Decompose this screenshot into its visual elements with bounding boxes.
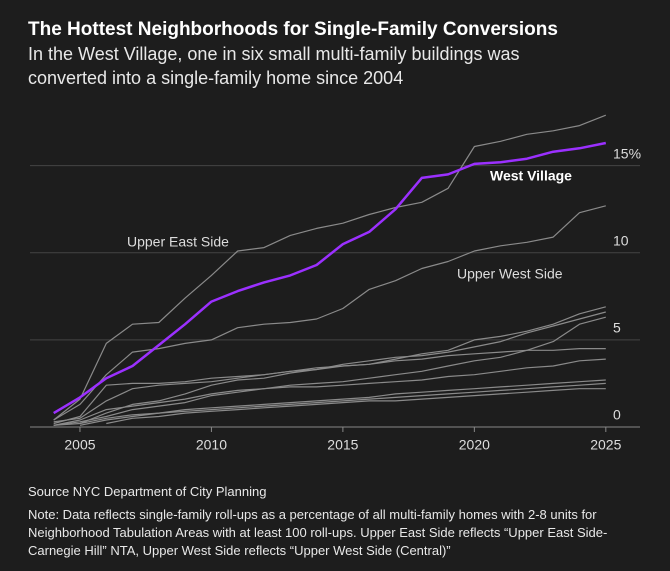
series-label: Upper West Side [457,266,563,282]
series-line [53,348,606,425]
series-line [53,316,606,426]
y-tick-label: 15% [613,145,641,161]
note: Note: Data reflects single-family roll-u… [28,507,608,558]
y-tick-label: 10 [613,232,629,248]
chart-subtitle: In the West Village, one in six small mu… [28,44,520,88]
series-line [53,358,606,426]
x-tick-label: 2020 [459,437,490,453]
chart-title: The Hottest Neighborhoods for Single-Fam… [28,19,558,40]
y-tick-label: 0 [613,407,621,423]
x-tick-label: 2005 [64,437,95,453]
y-tick-label: 5 [613,320,621,336]
series-line [53,141,607,415]
series-line [53,114,607,421]
x-tick-label: 2015 [327,437,358,453]
series-line [53,205,606,421]
series-label: Upper East Side [127,234,229,250]
x-tick-label: 2010 [196,437,227,453]
source: Source NYC Department of City Planning [28,484,267,499]
series-line [53,382,606,426]
series-line [79,311,606,425]
series-label: West Village [490,168,572,184]
series-line [53,306,606,423]
chart: 0 5 10 15% 2005 2010 2015 2020 2025 Upper West Si… [30,114,641,453]
series-line [106,388,606,425]
x-tick-label: 2025 [590,437,621,453]
